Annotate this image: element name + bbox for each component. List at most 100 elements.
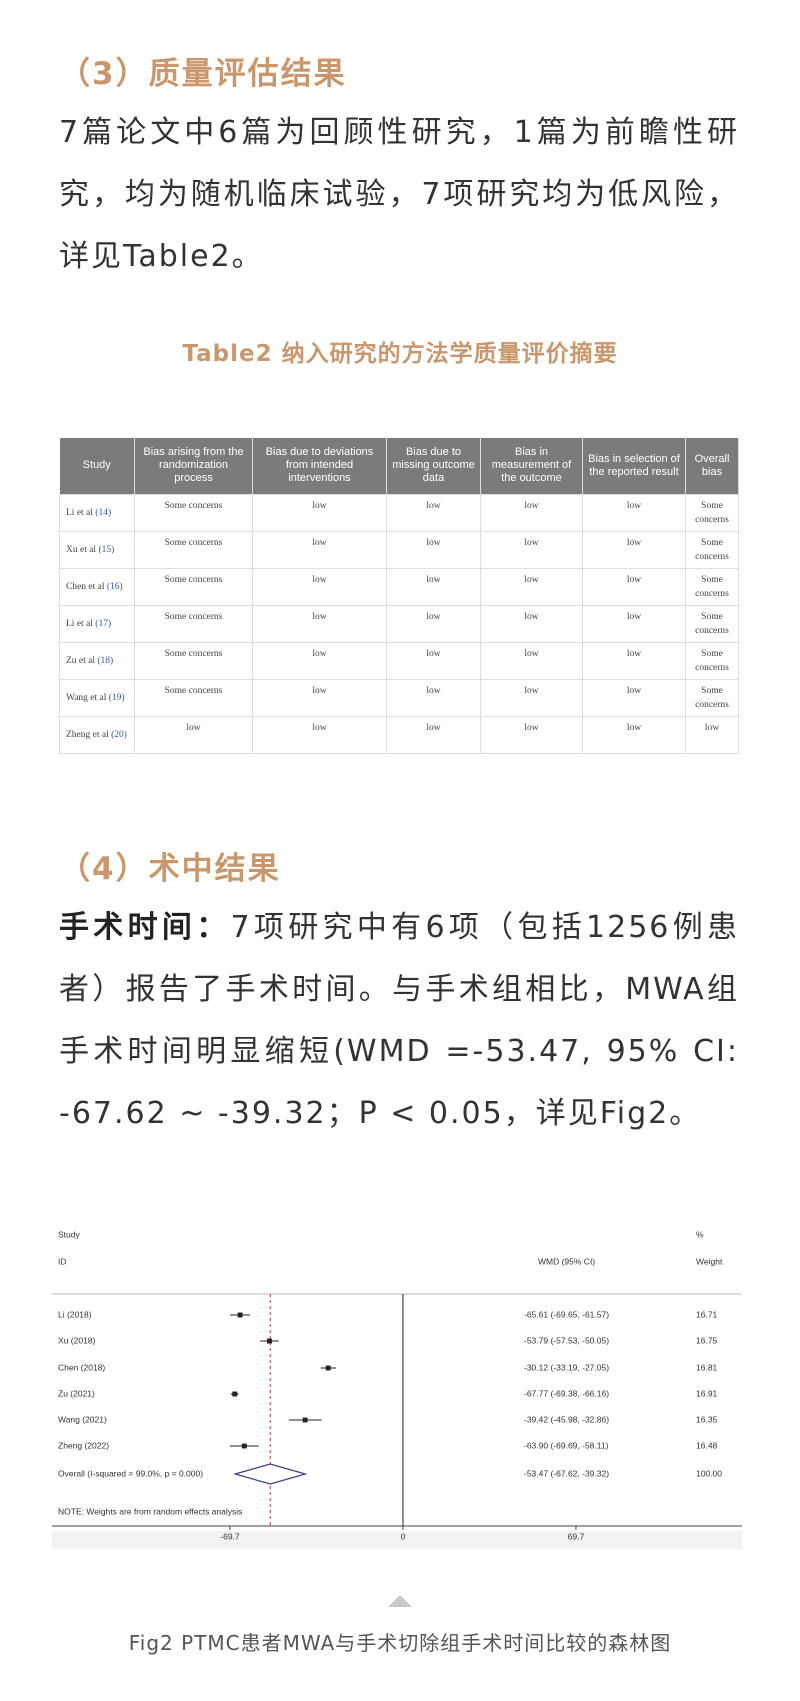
cell: low (252, 604, 387, 643)
cell: low (480, 530, 583, 569)
cell: Some concerns (134, 530, 253, 569)
study-cell: Xu et al (15) (59, 530, 135, 569)
study-name: Li et al (66, 507, 93, 518)
weight-label: 16.81 (696, 1362, 718, 1372)
study-name: Wang et al (66, 692, 107, 703)
study-label: Zheng (2022) (58, 1440, 109, 1450)
header-cell: Bias due to deviations from intended int… (252, 438, 387, 494)
reference: (18) (97, 655, 114, 666)
header-text: Study (58, 1229, 80, 1239)
cell: low (582, 567, 686, 606)
section-heading: （4）术中结果 (59, 851, 281, 887)
study-name: Zheng et al (66, 729, 109, 740)
reference: (20) (111, 729, 127, 740)
study-label: Xu (2018) (58, 1335, 95, 1345)
point-estimate (325, 1365, 331, 1371)
x-tick-label: 69.7 (568, 1531, 585, 1541)
x-tick-label: 0 (401, 1531, 406, 1541)
cell: Some concerns (685, 493, 739, 532)
header-cell: Study (59, 438, 135, 494)
study-name: Xu et al (66, 544, 97, 555)
reference: (16) (106, 581, 123, 592)
study-label: Li (2018) (58, 1309, 92, 1319)
point-estimate (266, 1338, 272, 1344)
cell: low (252, 493, 387, 532)
cell: low (582, 715, 686, 754)
cell: Some concerns (685, 604, 739, 643)
weight-label: 16.35 (696, 1414, 718, 1424)
cell: low (480, 604, 583, 643)
cell: low (252, 715, 387, 754)
cell: low (386, 567, 481, 606)
cell: Some concerns (134, 567, 253, 606)
table-header: Study Bias arising from the randomization… (59, 438, 739, 494)
table-row: Xu et al (15) Some concerns low low low low So… (59, 530, 739, 569)
lead: 手术时间： (59, 910, 231, 945)
cell: low (480, 641, 583, 680)
x-tick-label: -69.7 (220, 1531, 240, 1541)
cell: low (582, 530, 686, 569)
overall-diamond (232, 1463, 308, 1485)
header-cell: Bias arising from the randomization proc… (134, 438, 253, 494)
paragraph-text: 7项研究中有6项（包括1256例患者）报告了手术时间。与手术组相比，MWA组手术… (59, 910, 740, 1131)
header-text: WMD (95% CI) (538, 1256, 595, 1266)
figure-caption: Fig2 PTMC患者MWA与手术切除组手术时间比较的森林图 (128, 1631, 672, 1655)
reference: (19) (108, 692, 125, 703)
point-estimate (237, 1312, 243, 1318)
cell: low (582, 641, 686, 680)
reference: (17) (95, 618, 112, 629)
table-row: Zheng et al (20) low low low low low low (59, 715, 739, 754)
reference: (15) (98, 544, 115, 555)
cell: low (480, 493, 583, 532)
cell: low (480, 678, 583, 717)
effect-label: -30.12 (-33.19, -27.05) (524, 1362, 609, 1372)
effect-label: -63.90 (-69.69, -58.11) (524, 1440, 609, 1450)
weight-label: 16.48 (696, 1440, 718, 1450)
table-row: Chen et al (16) Some concerns low low low low… (59, 567, 739, 606)
cell: Some concerns (134, 641, 253, 680)
axis-band (52, 1531, 742, 1549)
study-name: Zu et al (66, 655, 96, 666)
reference: (14) (95, 507, 112, 518)
cell: low (582, 604, 686, 643)
table-row: Li et al (14) Some concerns low low low low So… (59, 493, 739, 532)
forest-plot: Study ID WMD (95% CI)% Weight -69.7 0 69.7 Li (… (52, 1229, 742, 1549)
quality-table: Study Bias arising from the randomization… (59, 438, 739, 754)
weight-label: 16.75 (696, 1335, 718, 1345)
cell: low (386, 715, 481, 754)
cell: Some concerns (685, 530, 739, 569)
section-heading: （3）质量评估结果 (59, 56, 347, 92)
cell: low (582, 678, 686, 717)
cell: low (582, 493, 686, 532)
study-cell: Zu et al (18) (59, 641, 135, 680)
cell: low (386, 530, 481, 569)
effect-label: -67.77 (-69.38, -66.16) (524, 1388, 609, 1398)
paragraph: 手术时间：7项研究中有6项（包括1256例患者）报告了手术时间。与手术组相比，M… (59, 897, 739, 1145)
study-label: Chen (2018) (58, 1362, 105, 1372)
table-row: Wang et al (19) Some concerns low low low low… (59, 678, 739, 717)
effect-label: -65.61 (-69.65, -61.57) (524, 1309, 609, 1319)
cell: low (386, 493, 481, 532)
weight-label: 16.91 (696, 1388, 718, 1398)
note: NOTE: Weights are from random effects an… (58, 1506, 242, 1516)
header-cell: Bias in selection of the reported result (582, 438, 686, 494)
header-cell: Bias due to missing outcome data (386, 438, 481, 494)
cell: low (480, 715, 583, 754)
cell: low (480, 567, 583, 606)
paragraph: 7篇论文中6篇为回顾性研究，1篇为前瞻性研究，均为随机临床试验，7项研究均为低风… (59, 115, 739, 274)
header-text: % (696, 1229, 704, 1239)
cell: Some concerns (685, 678, 739, 717)
cell: Some concerns (134, 493, 253, 532)
cell: low (252, 678, 387, 717)
study-name: Li et al (66, 618, 93, 629)
study-label: Wang (2021) (58, 1414, 107, 1424)
cell: Some concerns (134, 678, 253, 717)
point-estimate (232, 1391, 238, 1397)
cell: low (252, 567, 387, 606)
header-text: Weight (696, 1256, 723, 1266)
cell: low (252, 530, 387, 569)
effect-label: -39.42 (-45.98, -32.86) (524, 1414, 609, 1424)
cell: Some concerns (134, 604, 253, 643)
triangle (388, 1595, 412, 1607)
